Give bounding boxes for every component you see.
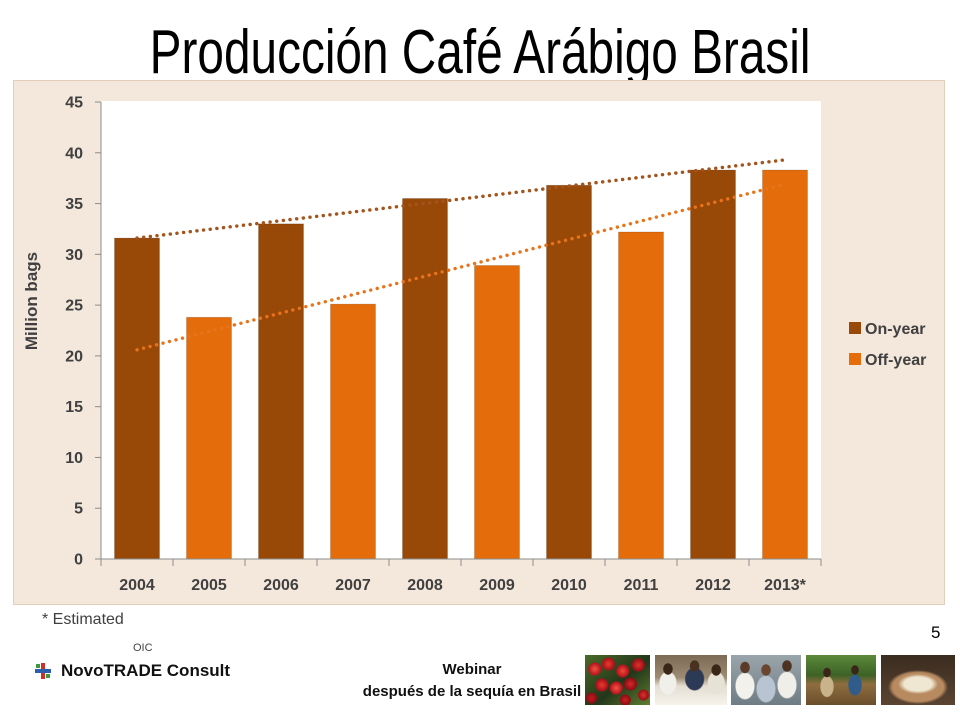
y-tick-label: 20	[65, 348, 83, 365]
bar-off-year-2005	[186, 316, 232, 560]
footer-event-line-1: Webinar	[442, 661, 502, 678]
y-tick-label: 5	[74, 501, 83, 518]
bar-on-year-2008	[402, 198, 448, 560]
y-tick-label: 40	[65, 145, 83, 162]
legend-label-off-year: Off-year	[865, 352, 926, 369]
legend: On-year Off-year	[849, 321, 926, 369]
trendlines-layer	[135, 158, 787, 352]
photo-field-workers	[806, 655, 876, 705]
legend-item-on-year: On-year	[849, 321, 925, 338]
legend-item-off-year: Off-year	[849, 352, 926, 369]
trendline-off-year	[135, 182, 787, 352]
bar-on-year-2012	[690, 169, 736, 560]
chart-footnote: * Estimated	[42, 611, 124, 628]
bar-off-year-2009	[474, 265, 520, 560]
photo-coffee-cherries	[585, 655, 650, 705]
footer-org-label: OIC	[133, 642, 153, 654]
photo-hands-with-beans	[881, 655, 955, 705]
bar-on-year-2004	[114, 237, 160, 560]
bar-on-year-2010	[546, 184, 592, 560]
bar-off-year-2007	[330, 303, 376, 560]
novotrade-logo-icon	[35, 663, 51, 679]
trendline-on-year	[135, 158, 787, 240]
x-tick-label-2005: 2005	[191, 577, 227, 594]
photo-people-group	[731, 655, 801, 705]
y-tick-label: 30	[65, 247, 83, 264]
y-tick-label: 15	[65, 399, 83, 416]
page-title: Producción Café Arábigo Brasil	[0, 22, 960, 84]
tick-labels-layer: 0 5 10 15 20 25 30 35 40 45 2004 2005 2006 2007 2008 20…	[65, 95, 806, 595]
y-tick-label: 35	[65, 196, 83, 213]
y-tick-label: 45	[65, 95, 83, 112]
footer-event-line-2: después de la sequía en Brasil	[362, 683, 582, 700]
x-tick-label-2010: 2010	[551, 577, 587, 594]
bars-layer	[114, 169, 808, 560]
footer-brand: NovoTRADE Consult	[61, 661, 231, 680]
page-number: 5	[931, 623, 941, 642]
bar-off-year-2011	[618, 231, 664, 560]
footer-event: Webinar después de la sequía en Brasil	[322, 659, 622, 703]
y-axis-label: Million bags	[22, 252, 41, 350]
y-tick-label: 10	[65, 450, 83, 467]
photo-meeting-table	[655, 655, 727, 705]
x-tick-label-2013: 2013*	[764, 577, 807, 594]
chart-container: 0 5 10 15 20 25 30 35 40 45 2004 2005 2006 2007 2008 20…	[13, 80, 945, 605]
legend-swatch-off-year	[849, 353, 861, 365]
axes-layer	[95, 101, 822, 566]
x-tick-label-2007: 2007	[335, 577, 371, 594]
legend-swatch-on-year	[849, 322, 861, 334]
x-tick-label-2012: 2012	[695, 577, 731, 594]
bar-on-year-2006	[258, 223, 304, 560]
x-tick-label-2009: 2009	[479, 577, 515, 594]
x-tick-label-2008: 2008	[407, 577, 443, 594]
y-tick-label: 25	[65, 298, 83, 315]
legend-label-on-year: On-year	[865, 321, 925, 338]
x-tick-label-2004: 2004	[119, 577, 155, 594]
y-tick-label: 0	[74, 552, 83, 569]
page-title-text: Producción Café Arábigo Brasil	[149, 18, 811, 87]
bar-chart: 0 5 10 15 20 25 30 35 40 45 2004 2005 2006 2007 2008 20…	[22, 95, 926, 595]
x-tick-label-2006: 2006	[263, 577, 299, 594]
x-tick-label-2011: 2011	[624, 577, 659, 594]
bar-off-year-2013	[762, 169, 808, 560]
